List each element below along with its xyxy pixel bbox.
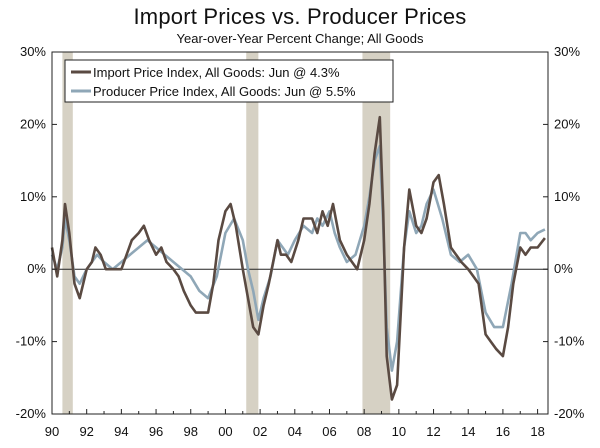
y-tick-label-right: 20%: [554, 116, 580, 131]
y-tick-label-left: 30%: [20, 44, 46, 59]
y-tick-label-right: 10%: [554, 189, 580, 204]
series-lines: [50, 115, 546, 401]
x-tick-label: 06: [322, 424, 336, 439]
chart-title: Import Prices vs. Producer Prices: [133, 4, 467, 29]
x-tick-label: 98: [184, 424, 198, 439]
x-tick-label: 04: [288, 424, 302, 439]
y-tick-label-left: -20%: [16, 406, 47, 421]
chart-subtitle: Year-over-Year Percent Change; All Goods: [176, 31, 424, 46]
x-tick-label: 14: [461, 424, 475, 439]
plot-frame: [51, 51, 549, 415]
x-tick-label: 92: [79, 424, 93, 439]
y-tick-label-right: 0%: [554, 261, 573, 276]
x-tick-label: 08: [357, 424, 371, 439]
y-tick-label-left: 10%: [20, 189, 46, 204]
x-tick-label: 00: [218, 424, 232, 439]
y-tick-label-left: 0%: [27, 261, 46, 276]
x-tick-label: 10: [392, 424, 406, 439]
legend-box: [64, 59, 394, 103]
x-tick-label: 18: [530, 424, 544, 439]
x-axis: 90 92 94 96 98 00 02 04 06 08 10 12 14 16 18: [45, 409, 545, 439]
y-tick-label-right: -10%: [554, 334, 585, 349]
x-tick-label: 96: [149, 424, 163, 439]
series-line-producer-price-index: [50, 144, 546, 372]
x-tick-label: 12: [426, 424, 440, 439]
y-tick-label-left: 20%: [20, 116, 46, 131]
y-tick-label-left: -10%: [16, 334, 47, 349]
x-tick-label: 90: [45, 424, 59, 439]
legend-label-1: Import Price Index, All Goods: Jun @ 4.3…: [93, 65, 340, 80]
x-tick-label: 16: [496, 424, 510, 439]
series-line-import-price-index: [50, 115, 546, 401]
legend: Import Price Index, All Goods: Jun @ 4.3…: [64, 59, 394, 103]
y-tick-label-right: 30%: [554, 44, 580, 59]
x-tick-label: 94: [114, 424, 128, 439]
y-axis-left: -20% -10% 0% 10% 20% 30%: [16, 44, 57, 421]
x-tick-label: 02: [253, 424, 267, 439]
y-axis-right: -20% -10% 0% 10% 20% 30%: [543, 44, 585, 421]
y-tick-label-right: -20%: [554, 406, 585, 421]
recession-band-2: [246, 52, 259, 414]
legend-label-2: Producer Price Index, All Goods: Jun @ 5…: [93, 84, 356, 99]
